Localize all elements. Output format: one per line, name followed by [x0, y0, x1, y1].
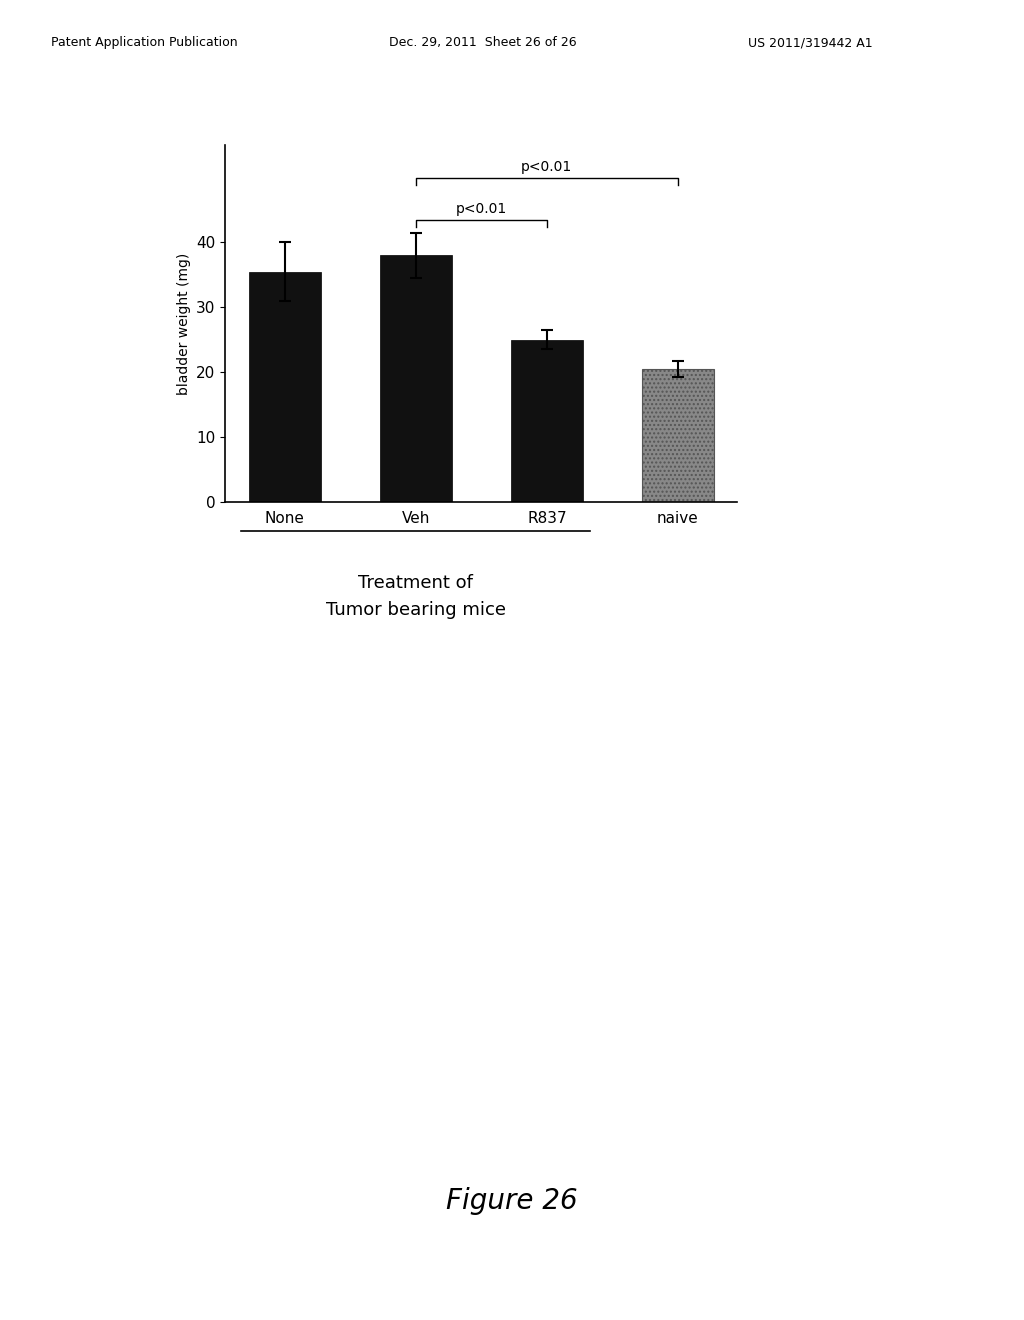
- Bar: [249, 272, 321, 502]
- Text: Tumor bearing mice: Tumor bearing mice: [326, 601, 506, 619]
- Y-axis label: bladder weight (mg): bladder weight (mg): [176, 252, 190, 395]
- Text: p<0.01: p<0.01: [456, 202, 507, 216]
- Text: Patent Application Publication: Patent Application Publication: [51, 36, 238, 49]
- Text: Figure 26: Figure 26: [446, 1187, 578, 1216]
- Text: Dec. 29, 2011  Sheet 26 of 26: Dec. 29, 2011 Sheet 26 of 26: [389, 36, 577, 49]
- Bar: [380, 255, 452, 502]
- Text: US 2011/319442 A1: US 2011/319442 A1: [748, 36, 872, 49]
- Bar: [511, 339, 583, 502]
- Text: Treatment of: Treatment of: [358, 574, 473, 593]
- Text: p<0.01: p<0.01: [521, 160, 572, 174]
- Bar: [642, 368, 714, 502]
